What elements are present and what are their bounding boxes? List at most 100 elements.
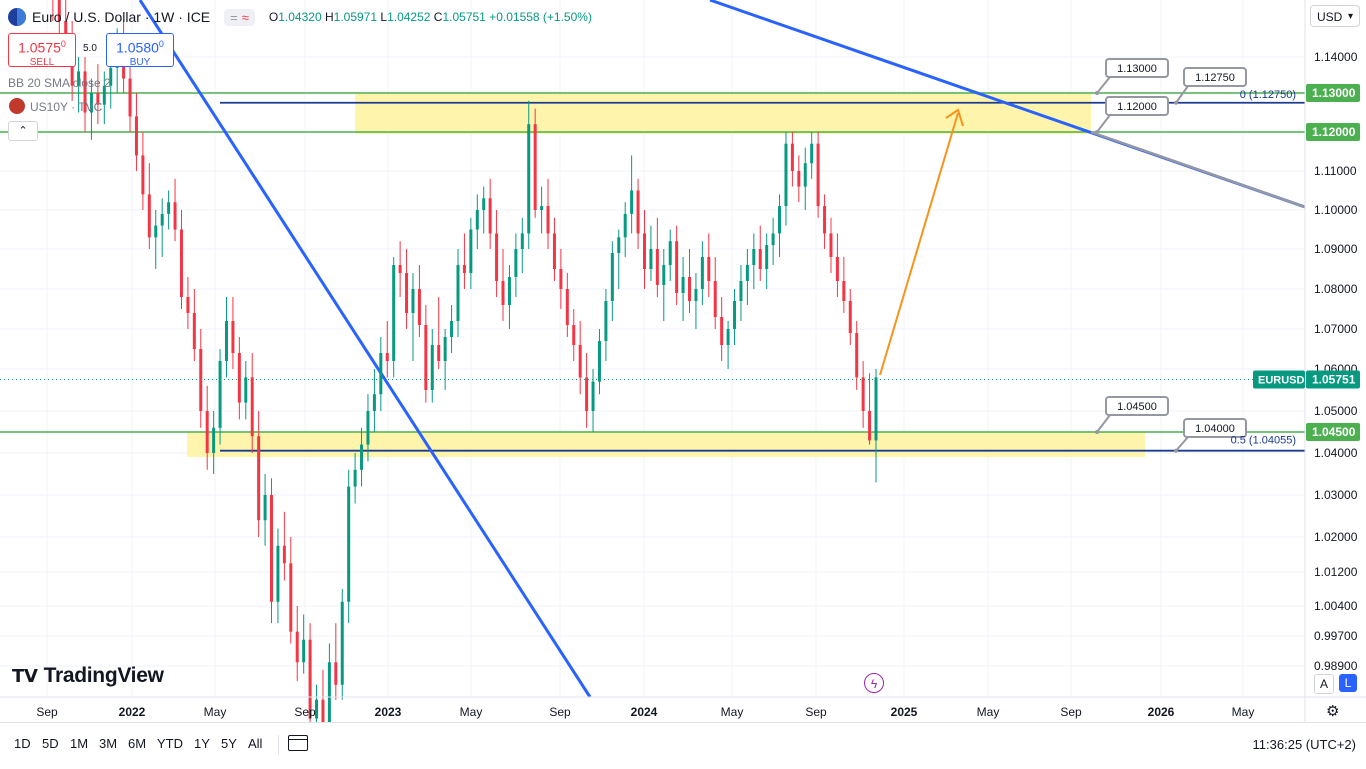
candle-body [327,662,331,730]
range-3m[interactable]: 3M [99,736,118,751]
candle-body [848,301,852,333]
callout-label: 1.12750 [1195,72,1235,84]
range-5y[interactable]: 5Y [221,736,237,751]
collapse-legend-button[interactable]: ⌃ [8,121,38,141]
callout-box [1183,418,1247,438]
symbol-tag [1253,370,1305,389]
candle-body [295,631,299,663]
y-tick-label: 1.10000 [1314,203,1358,217]
candle-body [681,277,685,293]
range-1d[interactable]: 1D [14,736,31,751]
calendar-icon[interactable] [288,735,308,751]
candle-body [495,233,499,281]
settings-gear-icon[interactable]: ⚙ [1326,703,1340,720]
candle-body [630,190,634,214]
candle-body [752,249,756,265]
symbol-header: Euro / U.S. Dollar · 1W · ICE = ≈ O1.043… [8,6,592,28]
status-pill[interactable]: = ≈ [224,8,255,26]
candle-body [475,210,479,230]
y-tick-label: 0.98900 [1314,659,1358,673]
candle-body [141,155,145,195]
candle-body [321,699,325,730]
x-tick-label: Sep [805,705,827,719]
indicator-bb-label[interactable]: BB 20 SMA close 2 [8,76,111,90]
y-tick-label: 1.09000 [1314,242,1358,256]
callout-pointer [1096,414,1111,433]
callout-label: 1.12000 [1117,101,1157,113]
candle-body [109,67,113,86]
candle-body [224,321,228,361]
callout-pointer [1175,85,1189,104]
candle-body [398,265,402,273]
range-1y[interactable]: 1Y [194,736,210,751]
event-bolt-icon[interactable]: ϟ [864,673,884,693]
candle-body [437,345,441,361]
candle-body [205,411,209,453]
y-tick-label: 1.03000 [1314,488,1358,502]
callout-box [1183,67,1247,87]
clock[interactable]: 11:36:25 (UTC+2) [1252,737,1356,752]
range-5d[interactable]: 5D [42,736,59,751]
candle-body [868,411,872,441]
candle-body [623,213,627,238]
callout-label: 1.04000 [1195,423,1235,435]
candle-body [842,281,846,301]
candle-body [173,202,177,230]
callout-anchor [1095,430,1099,434]
candle-body [694,289,698,301]
callout-anchor [1174,100,1178,105]
candle-body [450,321,454,337]
candle-body [347,486,351,602]
candle-body [803,163,807,187]
candle-body [597,341,601,382]
trendline-gray-segment [1090,130,1306,209]
candle-body [411,289,415,313]
us-flag-icon [8,97,26,115]
candle-body [642,233,646,269]
candle-body [726,329,730,345]
indicator-us10y-label[interactable]: US10Y · TVC [30,100,103,114]
x-tick-label: Sep [36,705,58,719]
candle-body [707,257,711,281]
range-all[interactable]: All [248,736,263,751]
sell-button[interactable]: 1.05750 SELL [8,33,76,68]
symbol-title[interactable]: Euro / U.S. Dollar · 1W · ICE [32,9,211,25]
y-tick-label: 1.07000 [1314,322,1358,336]
tradingview-logo: 𝗧𝗩 TradingView [12,664,164,687]
candle-body [147,194,151,238]
range-1m[interactable]: 1M [70,736,89,751]
candle-body [372,394,376,411]
candle-body [128,78,132,117]
candle-body [302,639,306,663]
horizontal-levels [0,92,1305,452]
auto-scale-button[interactable]: A [1314,674,1334,694]
candle-body [77,71,81,86]
tv-logo-icon: 𝗧𝗩 [12,666,38,686]
sell-price: 1.0575 [18,39,61,56]
candle-body [540,206,544,210]
candle-body [688,277,692,301]
y-tick-label: 1.08000 [1314,282,1358,296]
candle-body [572,325,576,345]
candle-body [237,353,241,403]
x-tick-label: Sep [1060,705,1082,719]
candle-body [456,265,460,321]
candle-body [167,202,171,214]
log-scale-button[interactable]: L [1339,674,1357,692]
candle-body [334,662,338,685]
candle-body [340,601,344,685]
buy-price: 1.0580 [116,39,159,56]
candle-body [353,469,357,487]
fib-label: 0.5 (1.04055) [1231,435,1296,447]
range-ytd[interactable]: YTD [157,736,183,751]
resistance-zone [355,93,1091,134]
x-tick-label: 2024 [631,705,658,719]
downtrend-line-steep [138,0,592,698]
buy-button[interactable]: 1.05800 BUY [106,33,174,68]
range-6m[interactable]: 6M [128,736,147,751]
candle-body [790,143,794,171]
currency-select[interactable]: USD ▾ [1310,5,1360,27]
candle-body [469,229,473,273]
candle-body [276,545,280,602]
